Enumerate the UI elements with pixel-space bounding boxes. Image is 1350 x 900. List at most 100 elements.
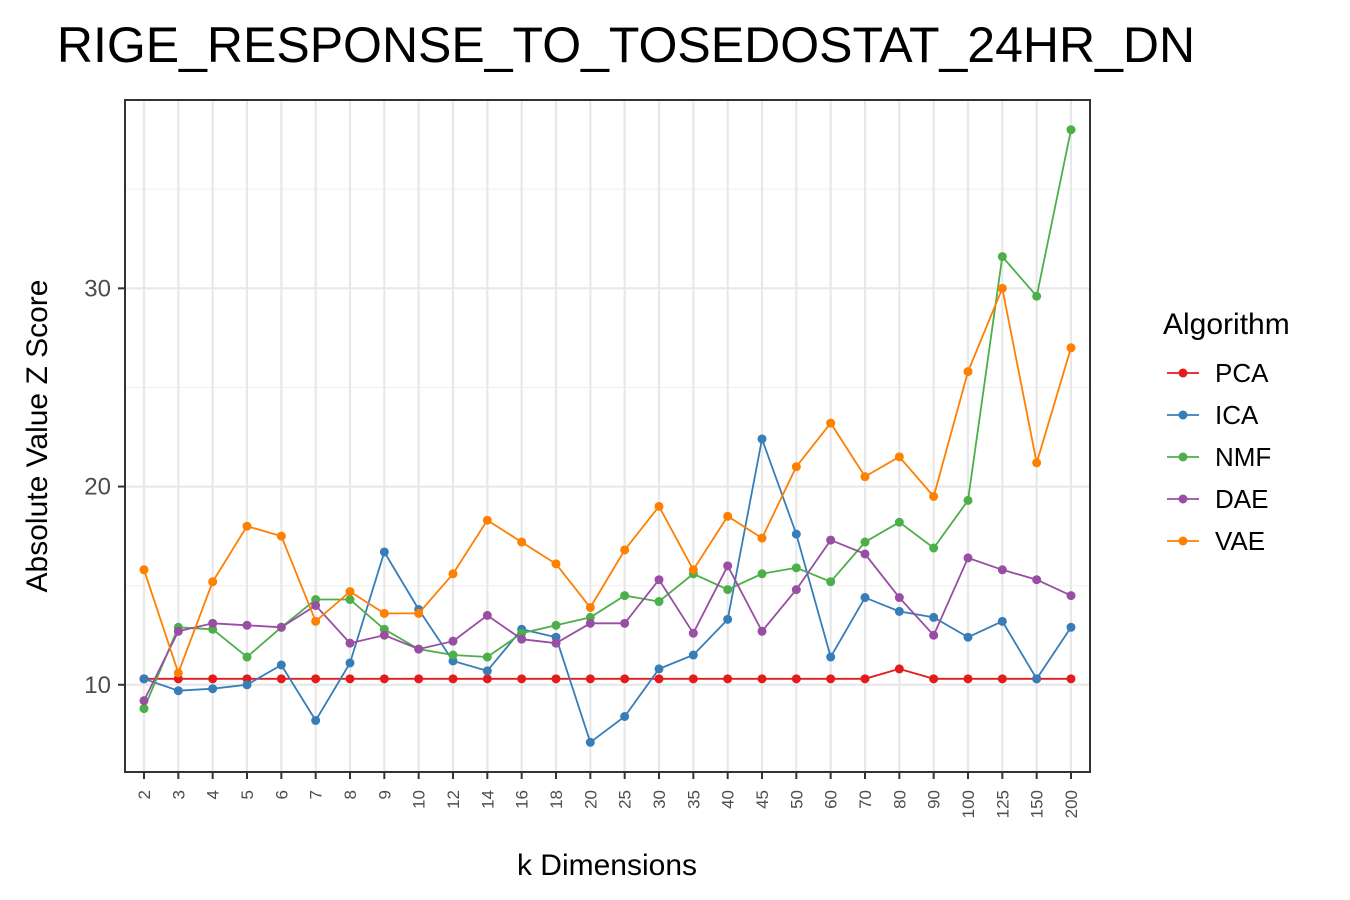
data-point-dae [482,610,492,620]
data-point-ica [723,614,733,624]
data-point-ica [826,652,836,662]
data-point-dae [620,618,630,628]
data-point-vae [482,515,492,525]
data-point-nmf [997,252,1007,262]
data-point-nmf [826,577,836,587]
data-point-dae [894,593,904,603]
data-point-nmf [1066,125,1076,135]
data-point-ica [620,711,630,721]
data-point-vae [654,501,664,511]
data-point-dae [173,626,183,636]
legend-point-dae [1178,494,1188,504]
data-point-pca [414,674,424,684]
data-point-pca [963,674,973,684]
data-point-ica [791,529,801,539]
x-tick-label: 50 [787,790,806,809]
data-point-ica [654,664,664,674]
data-point-dae [311,600,321,610]
x-tick-label: 6 [272,790,291,799]
y-tick-label: 20 [84,474,111,501]
data-point-vae [1032,458,1042,468]
data-point-dae [1032,575,1042,585]
x-tick-label: 7 [307,790,326,799]
data-point-ica [929,612,939,622]
data-point-ica [345,658,355,668]
data-point-nmf [654,597,664,607]
data-point-pca [482,674,492,684]
data-point-vae [208,577,218,587]
x-tick-label: 200 [1062,790,1081,818]
data-point-dae [517,634,527,644]
data-point-nmf [963,495,973,505]
data-point-pca [860,674,870,684]
x-tick-label: 4 [204,790,223,799]
data-point-pca [997,674,1007,684]
series-layer [139,125,1076,747]
x-tick-label: 12 [444,790,463,809]
data-point-dae [414,644,424,654]
data-point-dae [448,636,458,646]
plot-panel-border [124,99,1091,773]
y-axis-label: Absolute Value Z Score [21,280,54,593]
data-point-dae [585,618,595,628]
data-point-ica [242,680,252,690]
data-point-vae [929,491,939,501]
x-tick-label: 20 [581,790,600,809]
data-point-nmf [929,543,939,553]
data-point-vae [757,533,767,543]
legend-label-vae: VAE [1215,526,1265,556]
legend: Algorithm PCA ICA NMF DAE VAE [1163,308,1290,556]
data-point-vae [826,418,836,428]
data-point-vae [551,559,561,569]
x-tick-label: 30 [650,790,669,809]
data-point-ica [482,666,492,676]
data-point-dae [757,626,767,636]
data-point-nmf [723,585,733,595]
data-point-vae [1066,343,1076,353]
x-tick-label: 25 [616,790,635,809]
legend-point-pca [1178,368,1188,378]
data-point-dae [551,638,561,648]
data-point-ica [997,616,1007,626]
data-point-dae [826,535,836,545]
data-point-ica [688,650,698,660]
data-point-pca [585,674,595,684]
data-point-ica [379,547,389,557]
data-point-dae [208,618,218,628]
data-point-nmf [345,595,355,605]
data-point-dae [791,585,801,595]
data-point-dae [139,696,149,706]
x-tick-label: 70 [856,790,875,809]
data-point-ica [757,434,767,444]
data-point-nmf [139,704,149,714]
data-point-vae [448,569,458,579]
data-point-nmf [1032,291,1042,301]
legend-label-ica: ICA [1215,400,1259,430]
x-tick-label: 60 [822,790,841,809]
data-point-pca [894,664,904,674]
data-point-pca [757,674,767,684]
chart-title: RIGE_RESPONSE_TO_TOSEDOSTAT_24HR_DN [57,17,1195,73]
x-tick-label: 45 [753,790,772,809]
data-point-vae [276,531,286,541]
legend-point-vae [1178,536,1188,546]
data-point-vae [139,565,149,575]
data-point-dae [242,620,252,630]
data-point-pca [620,674,630,684]
series-line-nmf [143,129,1072,709]
data-point-vae [379,608,389,618]
series-line-ica [143,435,1072,744]
data-point-vae [173,668,183,678]
data-point-pca [276,674,286,684]
data-point-dae [345,638,355,648]
data-point-pca [929,674,939,684]
data-point-dae [929,630,939,640]
y-tick-label: 30 [84,275,111,302]
series-line-vae [143,285,1072,676]
y-tick-label: 10 [84,672,111,699]
x-tick-label: 2 [135,790,154,799]
data-point-pca [345,674,355,684]
legend-point-nmf [1178,452,1188,462]
data-point-dae [654,575,664,585]
data-point-vae [620,545,630,555]
